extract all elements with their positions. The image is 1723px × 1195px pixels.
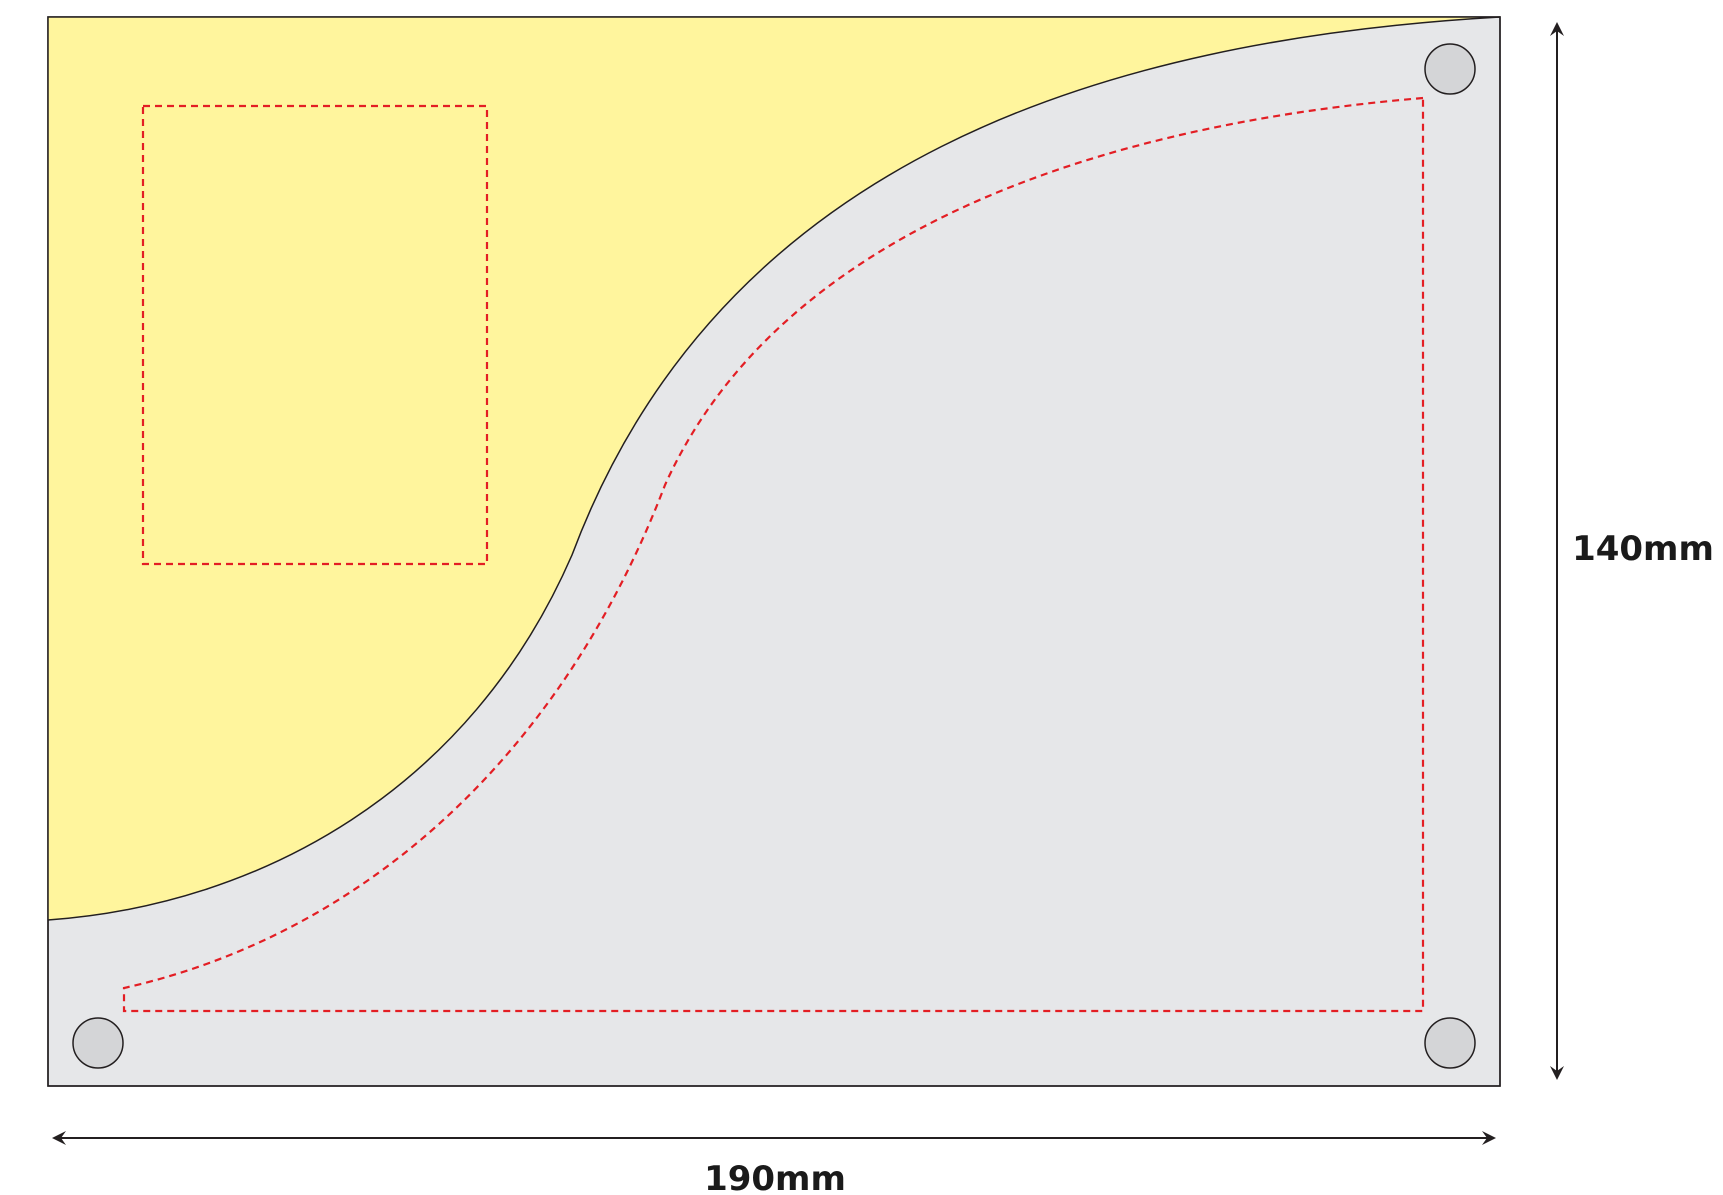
panel-border [47, 16, 1501, 1087]
height-dimension-label: 140mm [1572, 529, 1714, 569]
mounting-hole-bottom-left [72, 1017, 124, 1069]
dashed-curved-guide [122, 96, 1425, 1013]
curved-yellow-region [48, 17, 1500, 920]
curve-boundary-line [47, 16, 1501, 921]
mounting-hole-top-right [1424, 43, 1476, 95]
mounting-hole-bottom-right [1424, 1017, 1476, 1069]
width-dimension-label: 190mm [704, 1159, 846, 1195]
dashed-rectangle-guide [141, 104, 489, 566]
